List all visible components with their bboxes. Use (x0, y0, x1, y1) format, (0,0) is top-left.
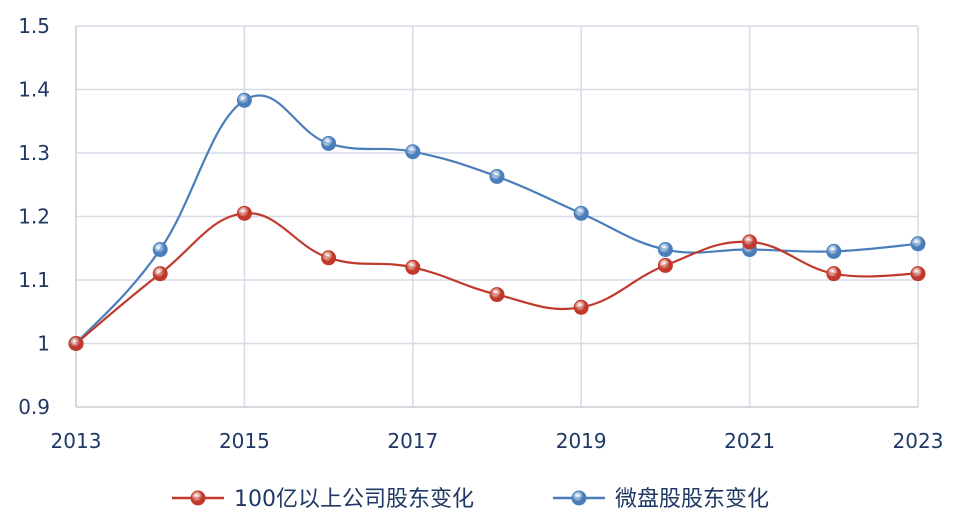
y-tick-label: 1.5 (18, 14, 50, 38)
y-tick-label: 0.9 (18, 395, 50, 419)
y-tick-label: 1.3 (18, 141, 50, 165)
data-point-0 (573, 299, 589, 315)
data-point-1 (236, 92, 252, 108)
axes: 0.9 1 1.1 1.2 1.3 1.4 1.5 2013 2015 2017 2019 2021 2… (18, 14, 943, 453)
x-tick-label: 2019 (556, 429, 607, 453)
data-point-0 (742, 234, 758, 250)
data-point-0 (826, 266, 842, 282)
data-point-0 (910, 266, 926, 282)
data-point-0 (321, 250, 337, 266)
x-tick-label: 2021 (724, 429, 775, 453)
series-line-0 (75, 212, 919, 345)
legend-label-1: 微盘股股东变化 (615, 487, 769, 512)
data-point-0 (68, 336, 84, 351)
data-point-1 (910, 236, 926, 252)
y-tick-label: 1.1 (18, 268, 50, 292)
data-point-1 (489, 168, 505, 184)
y-tick-label: 1 (37, 332, 50, 356)
legend-label-0: 100亿以上公司股东变化 (234, 487, 474, 512)
y-tick-label: 1.4 (18, 78, 50, 102)
data-point-0 (405, 259, 421, 275)
x-tick-label: 2017 (387, 429, 438, 453)
data-point-0 (489, 287, 505, 303)
legend-marker-0 (190, 490, 206, 506)
data-point-0 (236, 205, 252, 221)
grid (76, 25, 919, 407)
data-point-1 (405, 144, 421, 160)
legend-marker-1 (571, 490, 587, 506)
data-point-1 (826, 243, 842, 259)
data-point-1 (573, 205, 589, 221)
data-point-1 (321, 135, 337, 151)
data-point-1 (152, 242, 168, 258)
data-point-0 (152, 266, 168, 282)
data-point-0 (657, 257, 673, 273)
legend: 100亿以上公司股东变化 微盘股股东变化 (172, 487, 769, 512)
x-tick-label: 2013 (51, 429, 102, 453)
x-tick-label: 2015 (219, 429, 270, 453)
series (68, 92, 926, 351)
x-tick-label: 2023 (893, 429, 944, 453)
series-line-1 (75, 94, 919, 345)
y-tick-label: 1.2 (18, 205, 50, 229)
data-point-1 (657, 242, 673, 258)
